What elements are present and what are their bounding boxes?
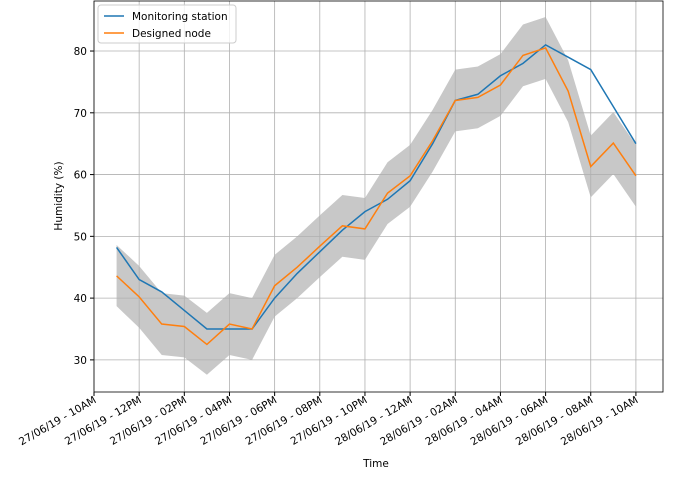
data-line xyxy=(115,43,637,330)
legend-box xyxy=(97,4,237,44)
x-axis-label: Time xyxy=(362,458,389,470)
y-tick-label: 60 xyxy=(74,170,87,182)
x-tick-label: 27/06/19 - 10PM xyxy=(289,394,370,448)
y-tick-label: 70 xyxy=(74,108,87,120)
x-tick-label: 27/06/19 - 08PM xyxy=(243,394,324,448)
x-tick-label: 27/06/19 - 12PM xyxy=(63,394,144,448)
plot-frame xyxy=(93,0,664,393)
y-tick-label: 30 xyxy=(74,355,87,367)
x-tick-label: 28/06/19 - 08AM xyxy=(514,394,596,448)
x-tick-label: 28/06/19 - 06AM xyxy=(469,394,551,448)
y-tick-label: 50 xyxy=(74,231,87,243)
data-line xyxy=(116,47,637,346)
legend-label: Monitoring station xyxy=(132,11,228,23)
legend-label: Designed node xyxy=(132,28,211,40)
x-tick-label: 28/06/19 - 04AM xyxy=(423,394,505,448)
x-tick-label: 28/06/19 - 10AM xyxy=(559,394,641,448)
x-tick-label: 28/06/19 - 02AM xyxy=(378,394,460,448)
x-tick-label: 27/06/19 - 06PM xyxy=(198,394,279,448)
confidence-band xyxy=(116,17,636,375)
x-tick-label: 27/06/19 - 10AM xyxy=(17,394,99,448)
y-tick-label: 40 xyxy=(74,293,87,305)
x-tick-label: 28/06/19 - 12AM xyxy=(333,394,415,448)
y-tick-label: 80 xyxy=(74,46,87,58)
x-tick-label: 27/06/19 - 02PM xyxy=(108,394,189,448)
x-tick-label: 27/06/19 - 04PM xyxy=(153,394,234,448)
y-axis-label: Humidity (%) xyxy=(53,161,65,230)
